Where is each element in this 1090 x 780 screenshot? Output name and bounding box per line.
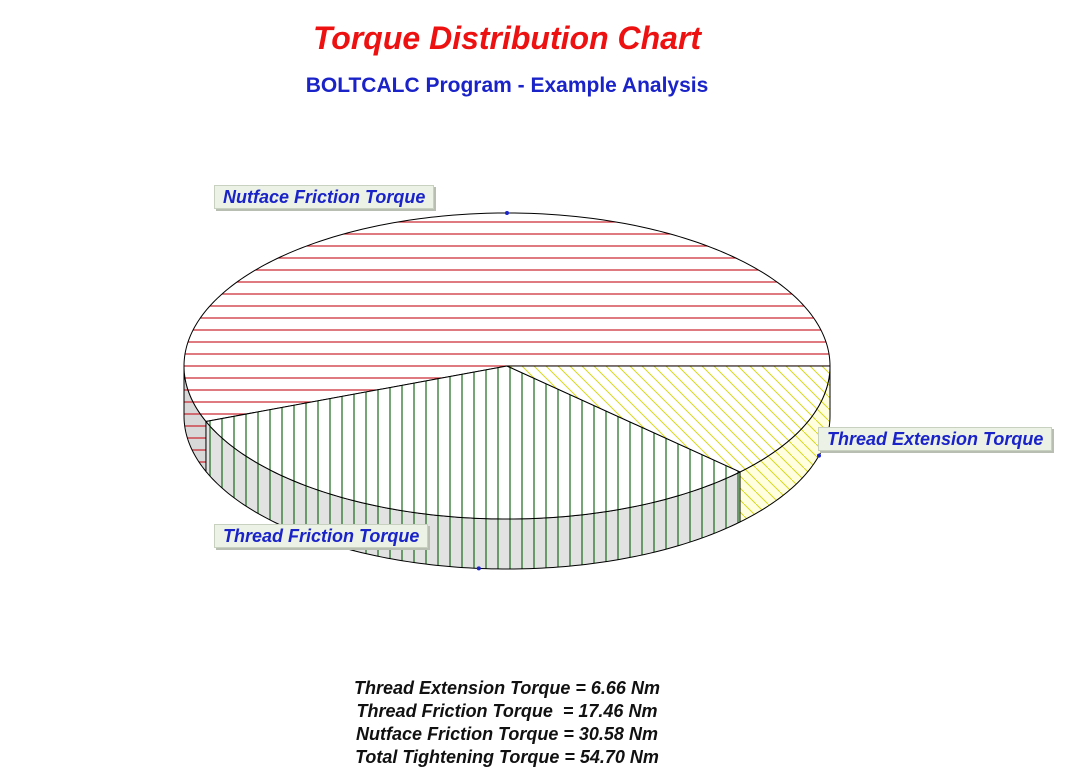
pie-slice-2 (506, 365, 831, 473)
chart-subtitle: BOLTCALC Program - Example Analysis (305, 74, 709, 97)
pie-slice-0 (183, 212, 831, 423)
pie-slice-1 (205, 365, 742, 520)
pie-top (183, 212, 831, 520)
summary-line-nutface-friction: Nutface Friction Torque = 30.58 Nm (356, 724, 658, 744)
summary-line-thread-extension: Thread Extension Torque = 6.66 Nm (354, 678, 660, 698)
summary-line-thread-friction: Thread Friction Torque = 17.46 Nm (356, 701, 658, 721)
slice-label-nutface-friction: Nutface Friction Torque (214, 185, 435, 209)
slice-label-thread-friction: Thread Friction Torque (214, 524, 429, 548)
summary-line-total: Total Tightening Torque = 54.70 Nm (355, 747, 659, 767)
label-leader-0 (505, 211, 509, 215)
chart-title: Torque Distribution Chart (312, 20, 702, 56)
label-leader-1 (476, 566, 481, 571)
label-leader-2 (817, 453, 821, 458)
torque-summary: Thread Extension Torque = 6.66 Nm Thread… (300, 677, 714, 769)
slice-label-thread-extension: Thread Extension Torque (818, 427, 1053, 451)
